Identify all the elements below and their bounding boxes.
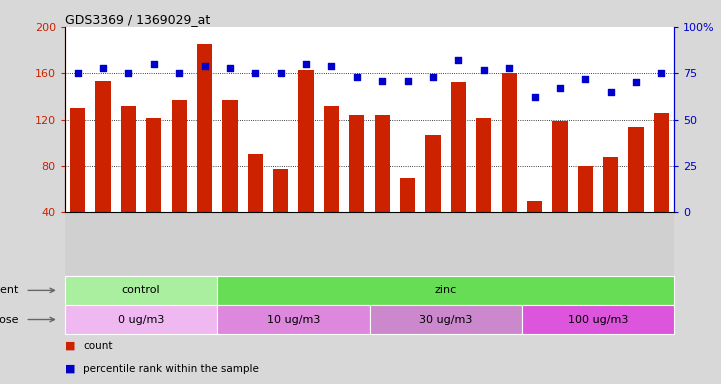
Bar — [502, 73, 517, 258]
Point — [300, 61, 311, 67]
Text: GDS3369 / 1369029_at: GDS3369 / 1369029_at — [65, 13, 210, 26]
Point — [453, 57, 464, 63]
Bar — [217, 305, 369, 334]
Bar — [527, 201, 542, 258]
Bar — [273, 169, 288, 258]
Point — [605, 89, 616, 95]
Point — [402, 78, 413, 84]
Bar — [65, 305, 217, 334]
Point — [148, 61, 159, 67]
Point — [630, 79, 642, 86]
Text: control: control — [122, 285, 160, 295]
Point — [428, 74, 439, 80]
Point — [97, 65, 109, 71]
Bar — [217, 276, 674, 305]
Point — [72, 70, 84, 76]
Point — [123, 70, 134, 76]
Bar — [451, 83, 466, 258]
Bar — [70, 108, 85, 258]
Bar — [629, 126, 644, 258]
Bar — [120, 106, 136, 258]
Bar — [248, 154, 263, 258]
Point — [351, 74, 363, 80]
Bar — [578, 166, 593, 258]
Point — [655, 70, 667, 76]
Point — [224, 65, 236, 71]
Bar — [349, 115, 364, 258]
Bar — [298, 70, 314, 258]
Bar — [654, 113, 669, 258]
Bar — [146, 118, 162, 258]
Point — [326, 63, 337, 69]
Point — [275, 70, 286, 76]
Bar — [95, 81, 110, 258]
Bar — [375, 115, 390, 258]
Bar — [222, 100, 237, 258]
Bar — [65, 276, 217, 305]
Text: 100 ug/m3: 100 ug/m3 — [568, 314, 628, 324]
Bar — [522, 305, 674, 334]
Point — [478, 66, 490, 73]
Point — [528, 94, 540, 100]
Point — [503, 65, 515, 71]
Point — [249, 70, 261, 76]
Bar — [172, 100, 187, 258]
Text: ■: ■ — [65, 364, 76, 374]
Bar — [552, 121, 567, 258]
Bar — [476, 118, 492, 258]
Text: 0 ug/m3: 0 ug/m3 — [118, 314, 164, 324]
Point — [580, 76, 591, 82]
Point — [554, 85, 566, 91]
Text: percentile rank within the sample: percentile rank within the sample — [83, 364, 259, 374]
Bar — [197, 44, 212, 258]
Text: ■: ■ — [65, 341, 76, 351]
Text: zinc: zinc — [435, 285, 457, 295]
Bar — [400, 177, 415, 258]
Point — [376, 78, 388, 84]
Bar — [369, 305, 522, 334]
Bar — [603, 157, 619, 258]
Point — [173, 70, 185, 76]
Bar — [324, 106, 339, 258]
Text: 10 ug/m3: 10 ug/m3 — [267, 314, 320, 324]
Point — [199, 63, 211, 69]
Bar — [425, 135, 441, 258]
Text: count: count — [83, 341, 112, 351]
Text: dose: dose — [0, 314, 19, 324]
Text: agent: agent — [0, 285, 19, 295]
Text: 30 ug/m3: 30 ug/m3 — [419, 314, 472, 324]
